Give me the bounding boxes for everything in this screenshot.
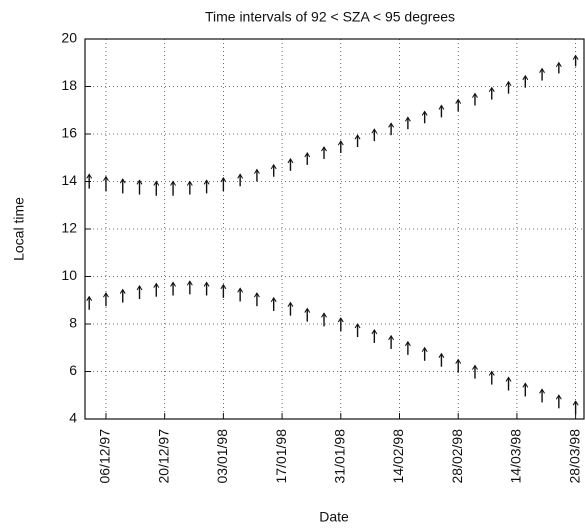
interval-arrow [388,334,395,341]
y-tick-label: 14 [61,172,77,188]
interval-arrow [270,296,277,303]
interval-arrow [438,104,445,110]
interval-arrow [153,282,160,288]
x-tick-label: 06/12/97 [97,429,113,484]
interval-arrow [371,328,378,335]
interval-arrow [203,179,210,185]
interval-arrow [421,346,428,353]
interval-arrow [304,307,311,313]
interval-arrow [404,340,411,347]
interval-arrow [237,173,244,179]
interval-arrow [539,67,545,73]
x-tick-label: 31/01/98 [331,429,347,484]
interval-arrow [170,180,176,186]
interval-arrow [337,140,344,146]
x-tick-label: 17/01/98 [273,429,289,484]
interval-arrow [287,301,294,307]
interval-arrow [287,157,294,164]
chart-title: Time intervals of 92 < SZA < 95 degrees [205,9,455,25]
interval-arrow [254,292,260,298]
interval-arrow [304,152,311,158]
interval-arrow [421,110,428,116]
interval-arrow [455,98,462,104]
interval-arrow [371,128,378,134]
x-axis-label: Date [319,509,349,525]
y-tick-label: 10 [61,267,77,283]
interval-arrow [555,394,562,400]
x-tick-label: 14/02/98 [390,429,406,484]
interval-arrow [472,364,478,370]
interval-arrow [404,116,411,122]
x-tick-label: 14/03/98 [508,429,524,484]
interval-arrow [136,285,143,291]
interval-arrow [103,175,109,182]
y-tick-label: 12 [61,220,77,236]
y-tick-label: 16 [61,125,77,141]
interval-arrow [572,54,579,60]
y-tick-label: 20 [61,30,77,46]
x-tick-label: 03/01/98 [214,429,230,484]
interval-arrow [220,176,227,183]
interval-arrow [153,180,160,186]
interval-arrow [505,376,512,382]
y-tick-label: 8 [69,315,77,331]
x-tick-label: 28/02/98 [449,429,465,484]
interval-arrow [203,281,210,287]
interval-arrow [505,80,512,87]
y-tick-label: 18 [61,77,77,93]
interval-arrow [136,179,143,185]
interval-arrow [86,173,93,179]
interval-arrow [488,370,495,376]
interval-arrow [186,180,193,186]
y-tick-label: 4 [69,410,77,426]
y-axis-label: Local time [11,197,27,261]
y-tick-label: 6 [69,362,77,378]
interval-arrow [455,358,462,364]
interval-arrow [103,292,109,298]
interval-arrow [539,388,545,394]
interval-arrow [254,168,260,174]
interval-arrow [186,280,193,286]
interval-arrow [438,352,445,358]
interval-arrow [321,146,327,152]
x-tick-label: 28/03/98 [566,429,582,484]
interval-arrow [555,61,562,68]
interval-arrow [488,86,495,92]
interval-arrow [170,281,176,287]
interval-arrow [388,122,395,128]
interval-arrow [321,312,327,318]
interval-arrow [572,400,579,406]
interval-arrow [354,134,361,140]
interval-arrow [220,283,227,290]
interval-arrow [472,92,478,98]
interval-arrow [119,178,126,184]
x-tick-label: 20/12/97 [155,429,171,484]
interval-arrow [270,163,277,170]
interval-arrow [354,323,361,329]
interval-arrow [522,382,529,388]
interval-arrow [337,317,344,323]
interval-arrow [119,288,126,294]
interval-arrow [522,74,529,81]
interval-arrow [86,295,93,301]
interval-arrow [237,287,244,293]
plot-frame [84,38,585,420]
